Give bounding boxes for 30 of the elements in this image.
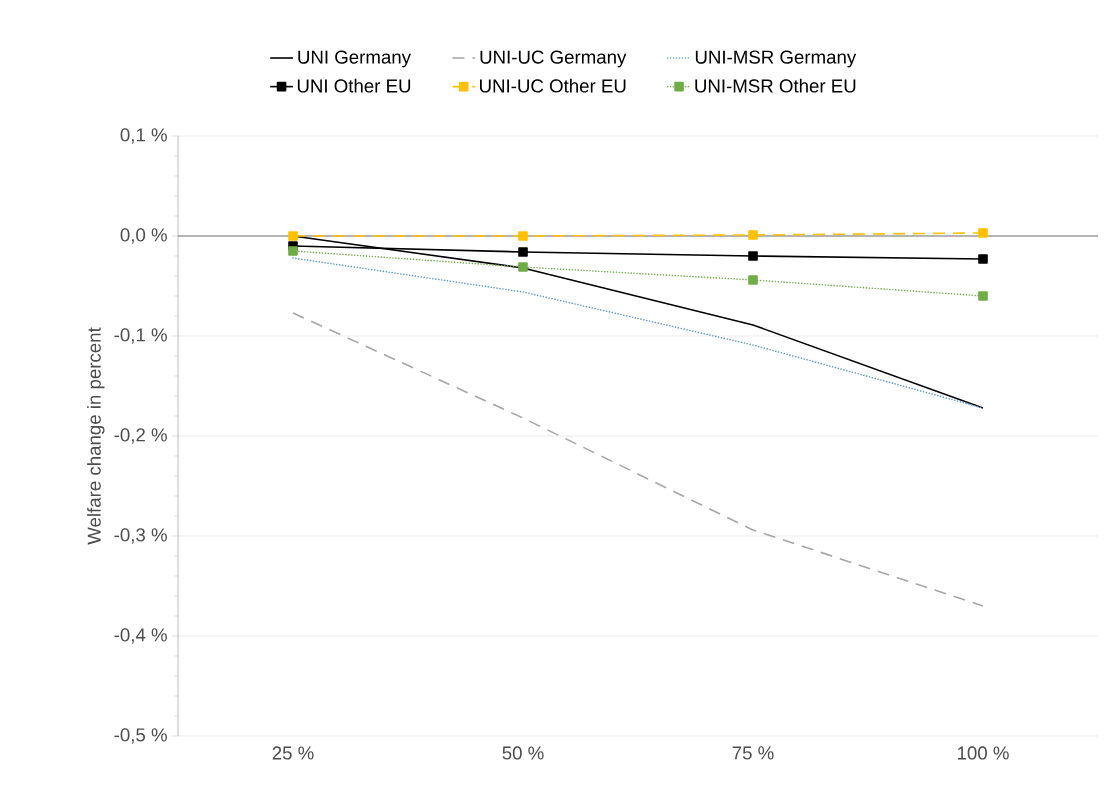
- point: [518, 231, 528, 241]
- x-tick-label: 25 %: [272, 746, 314, 760]
- y-tick-label: 0,1 %: [120, 128, 167, 144]
- point: [748, 251, 758, 261]
- x-tick-label: 100 %: [957, 746, 1009, 760]
- legend-label: UNI Germany: [298, 50, 411, 68]
- point: [518, 247, 528, 257]
- y-tick-label: -0,3 %: [114, 528, 167, 544]
- y-tick-label: 0,0 %: [120, 228, 167, 244]
- y-tick-label: -0,5 %: [114, 728, 167, 744]
- y-tick-label: -0,4 %: [114, 628, 167, 644]
- point: [978, 228, 988, 238]
- line-series: [292, 312, 984, 607]
- x-tick-label: 75 %: [732, 746, 774, 760]
- point: [288, 231, 298, 241]
- legend-label: UNI-UC Other EU: [480, 78, 626, 93]
- y-axis-title: Welfare change in percent: [87, 327, 105, 545]
- legend-label: UNI-MSR Germany: [695, 50, 857, 68]
- legend-label: UNI-MSR Other EU: [695, 78, 856, 93]
- point: [748, 230, 758, 240]
- y-tick-label: -0,1 %: [114, 328, 167, 344]
- legend-label: UNI-UC Germany: [480, 50, 627, 68]
- legend-label: UNI Other EU: [297, 78, 411, 93]
- x-tick-label: 50 %: [502, 746, 544, 760]
- y-tick-label: -0,2 %: [114, 428, 167, 444]
- point: [978, 254, 988, 264]
- point: [978, 291, 988, 301]
- point: [748, 275, 758, 285]
- point: [288, 246, 298, 256]
- point: [518, 262, 528, 272]
